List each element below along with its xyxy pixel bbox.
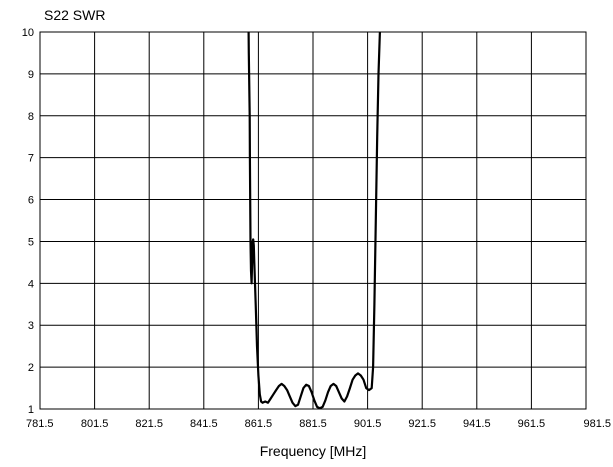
x-tick-label: 921.5 [408,418,436,430]
x-tick-label: 901.5 [354,418,382,430]
x-tick-label: 841.5 [190,418,218,430]
x-tick-label: 961.5 [518,418,546,430]
x-tick-label: 941.5 [463,418,491,430]
y-tick-label: 7 [28,153,34,165]
x-tick-label: 801.5 [81,418,109,430]
x-axis-label: Frequency [MHz] [260,443,367,459]
x-tick-label: 781.5 [26,418,54,430]
y-tick-label: 10 [22,27,34,39]
y-tick-labels: 1 2 3 4 5 6 7 8 9 10 [22,27,34,416]
x-tick-label: 981.5 [583,418,611,430]
grid-lines [39,31,587,410]
y-tick-label: 1 [28,404,34,416]
y-tick-label: 4 [28,278,34,290]
series-line [247,31,381,410]
x-tick-label: 821.5 [135,418,163,430]
y-tick-label: 6 [28,195,34,207]
y-tick-label: 9 [28,69,34,81]
x-tick-label: 861.5 [245,418,273,430]
y-tick-label: 3 [28,320,34,332]
y-tick-label: 8 [28,111,34,123]
plot-frame [39,31,587,410]
x-tick-label: 881.5 [299,418,327,430]
x-tick-labels: 781.5 801.5 821.5 841.5 861.5 881.5 901.5 921.5… [26,418,611,430]
y-tick-label: 2 [28,362,34,374]
y-tick-label: 5 [28,236,34,248]
chart-title: S22 SWR [44,7,105,23]
